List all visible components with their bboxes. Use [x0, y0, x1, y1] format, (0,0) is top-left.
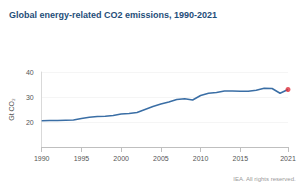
svg-text:2010: 2010	[193, 155, 209, 162]
svg-text:2015: 2015	[233, 155, 249, 162]
svg-text:20: 20	[26, 119, 34, 126]
svg-text:2021: 2021	[280, 155, 296, 162]
svg-text:2000: 2000	[113, 155, 129, 162]
svg-text:1990: 1990	[34, 155, 50, 162]
svg-text:2005: 2005	[153, 155, 169, 162]
svg-text:Gt CO₂: Gt CO₂	[8, 98, 15, 121]
svg-text:30: 30	[26, 94, 34, 101]
svg-text:40: 40	[26, 69, 34, 76]
svg-text:1995: 1995	[74, 155, 90, 162]
svg-text:Global energy-related CO2 emis: Global energy-related CO2 emissions, 199…	[9, 10, 217, 20]
svg-text:IEA. All rights reserved.: IEA. All rights reserved.	[233, 176, 296, 182]
